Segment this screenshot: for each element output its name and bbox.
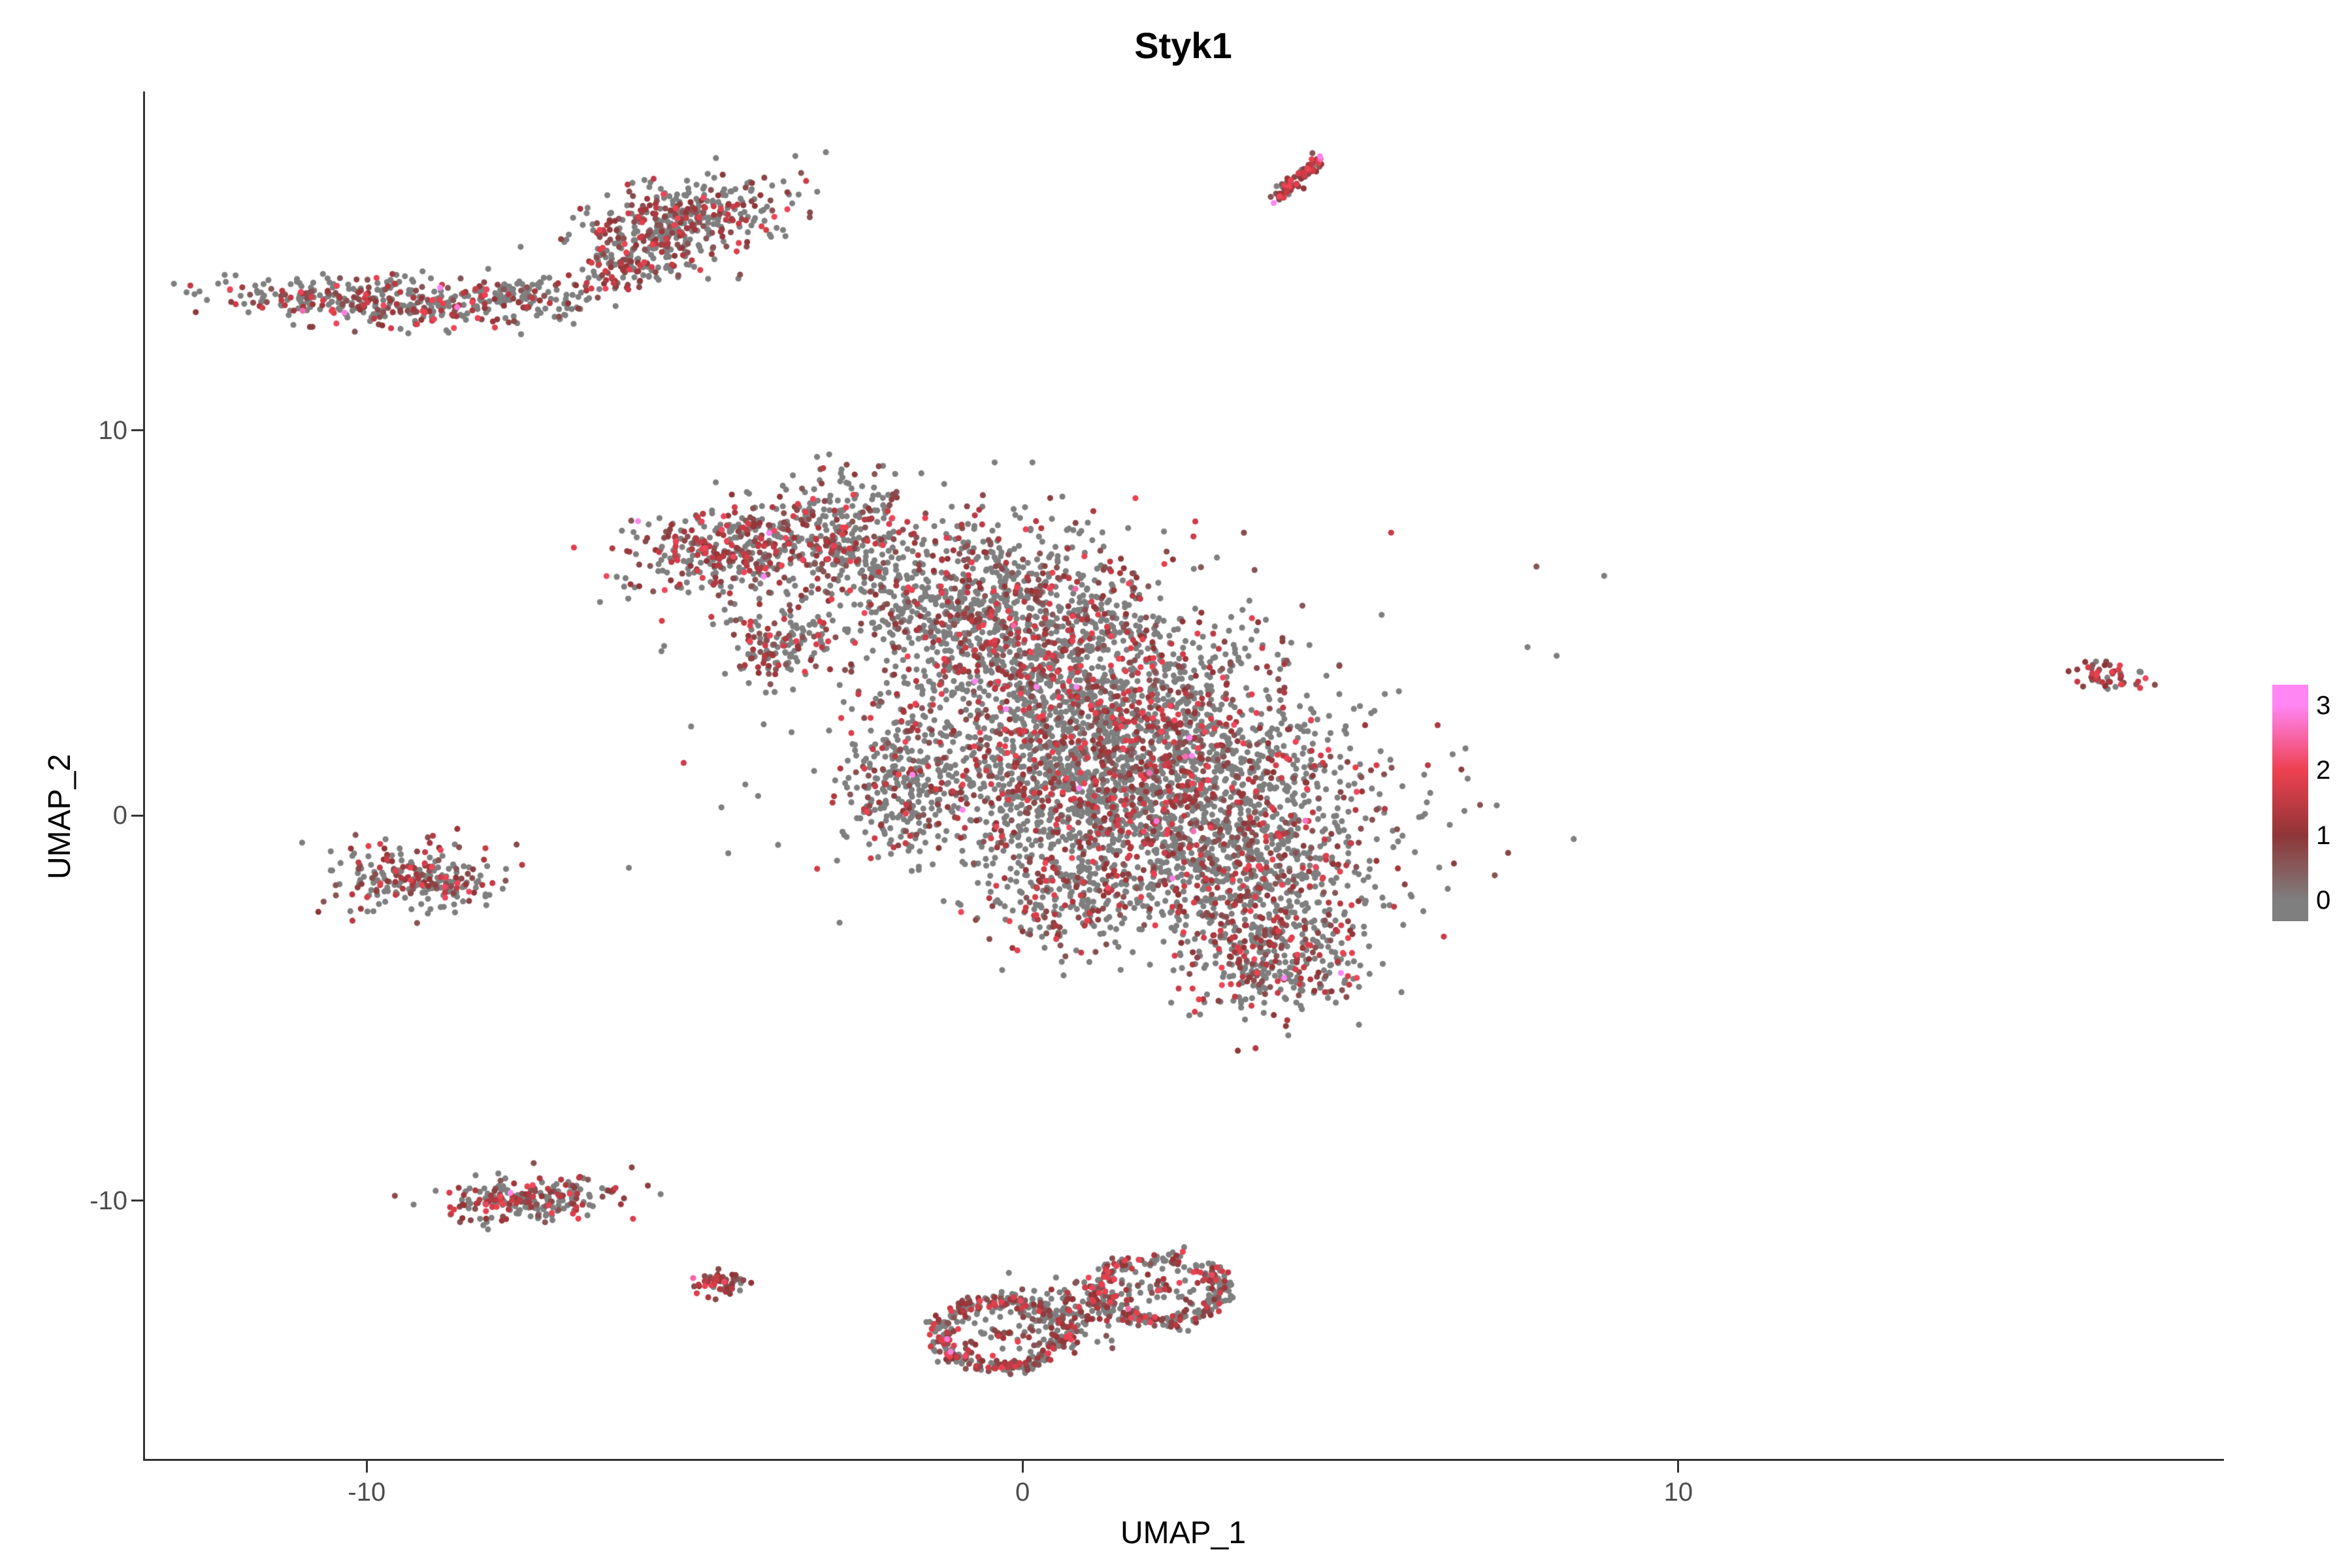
legend-tick-label: 1 [2316,821,2331,850]
scatter-plot-canvas [144,91,2223,1459]
x-axis-title: UMAP_1 [1120,1516,1247,1550]
color-legend: 3 2 1 0 [2267,679,2352,928]
y-tick-mark [131,814,143,817]
y-tick-mark [131,1200,143,1202]
y-tick-mark [131,429,143,432]
y-tick-label: -10 [90,1186,127,1215]
plot-title: Styk1 [1134,25,1232,66]
y-tick-label: 10 [98,416,128,445]
y-tick-label: 0 [112,801,127,830]
x-tick-label: 0 [1015,1478,1030,1507]
y-axis-title: UMAP_2 [42,753,77,880]
x-tick-label: -10 [348,1478,386,1507]
y-axis-line [143,91,145,1461]
x-tick-label: 10 [1663,1478,1693,1507]
x-axis-line [143,1459,2224,1461]
x-tick-mark [1021,1461,1024,1473]
colorbar-gradient [2272,685,2308,921]
legend-tick-label: 2 [2316,756,2331,785]
x-tick-mark [365,1461,368,1473]
legend-tick-label: 3 [2316,691,2331,720]
x-tick-mark [1677,1461,1680,1473]
legend-tick-label: 0 [2316,886,2331,915]
